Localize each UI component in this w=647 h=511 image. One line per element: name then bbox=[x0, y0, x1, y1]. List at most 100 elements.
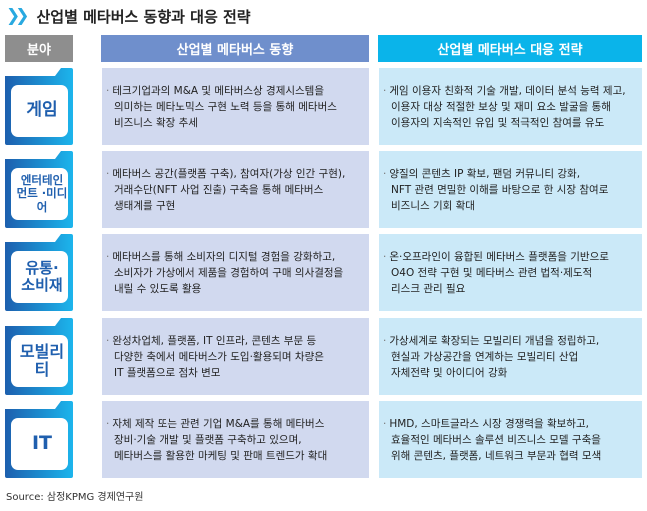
bullet-icon: · bbox=[383, 84, 387, 97]
line-text: 장비·기술 개발 및 플랫폼 구축하고 있으며, bbox=[114, 433, 302, 446]
cell-line: 의미하는 메타노믹스 구현 노력 등을 통해 메타버스 bbox=[114, 99, 369, 115]
line-text: 효율적인 메타버스 솔루션 비즈니스 모델 구축을 bbox=[391, 433, 601, 446]
field-label: 엔터테인먼트 ·미디어 bbox=[16, 173, 68, 214]
cell-line: NFT 관련 면밀한 이해를 바탕으로 한 시장 참여로 bbox=[391, 182, 642, 198]
bullet-icon: · bbox=[383, 417, 387, 430]
bullet-icon: · bbox=[383, 334, 387, 347]
cell-line: 리스크 관리 필요 bbox=[391, 281, 642, 297]
cell-line: · 메타버스를 통해 소비자의 디지털 경험을 강화하고, bbox=[106, 249, 369, 265]
table-row: 유통· 소비재 · 메타버스를 통해 소비자의 디지털 경험을 강화하고, 소비자가… bbox=[0, 234, 647, 311]
line-text: 리스크 관리 필요 bbox=[391, 282, 466, 295]
folder-icon: 엔터테인먼트 ·미디어 bbox=[5, 151, 73, 228]
cell-line: 생태계를 구현 bbox=[114, 198, 369, 214]
line-text: 메타버스 공간(플랫폼 구축), 참여자(가상 인간 구현), bbox=[112, 167, 346, 180]
line-text: 현실과 가상공간을 연계하는 모빌리티 산업 bbox=[391, 350, 579, 363]
folder-icon: 게임 bbox=[5, 68, 73, 145]
strategy-cell: · HMD, 스마트글라스 시장 경쟁력을 확보하고, 효율적인 메타버스 솔루션 … bbox=[379, 401, 642, 478]
cell-line: 현실과 가상공간을 연계하는 모빌리티 산업 bbox=[391, 349, 642, 365]
trend-cell: · 테크기업과의 M&A 및 메타버스상 경제시스템을 의미하는 메타노믹스 구현 … bbox=[102, 68, 369, 145]
bullet-icon: · bbox=[106, 84, 110, 97]
strategy-cell: · 가상세계로 확장되는 모빌리티 개념을 정립하고, 현실과 가상공간을 연계하는… bbox=[379, 318, 642, 395]
line-text: 다양한 축에서 메타버스가 도입·활용되며 차량은 bbox=[114, 350, 324, 363]
cell-line: 이용자의 지속적인 유입 및 적극적인 참여를 유도 bbox=[391, 115, 642, 131]
cell-line: 위해 콘텐츠, 플랫폼, 네트워크 부문과 협력 모색 bbox=[391, 448, 642, 464]
cell-line: 내릴 수 있도록 활용 bbox=[114, 281, 369, 297]
field-label: IT bbox=[31, 432, 53, 455]
cell-line: · 양질의 콘텐츠 IP 확보, 팬덤 커뮤니티 강화, bbox=[383, 166, 642, 182]
table-row: 엔터테인먼트 ·미디어 · 메타버스 공간(플랫폼 구축), 참여자(가상 인간 … bbox=[0, 151, 647, 228]
folder-icon: 모빌리티 bbox=[5, 318, 73, 395]
line-text: 자체전략 및 아이디어 강화 bbox=[391, 366, 508, 379]
table-row: 게임 · 테크기업과의 M&A 및 메타버스상 경제시스템을 의미하는 메타노믹스 … bbox=[0, 68, 647, 145]
line-text: 소비자가 가상에서 제품을 경험하여 구매 의사결정을 bbox=[114, 266, 344, 279]
bullet-icon: · bbox=[383, 167, 387, 180]
cell-line: · 완성차업체, 플랫폼, IT 인프라, 콘텐츠 부문 등 bbox=[106, 333, 369, 349]
cell-line: 자체전략 및 아이디어 강화 bbox=[391, 365, 642, 381]
line-text: 생태계를 구현 bbox=[114, 199, 176, 212]
source-note: Source: 삼정KPMG 경제연구원 bbox=[6, 492, 144, 503]
cell-line: 비즈니스 확장 추세 bbox=[114, 115, 369, 131]
line-text: 가상세계로 확장되는 모빌리티 개념을 정립하고, bbox=[389, 334, 600, 347]
line-text: 비즈니스 확장 추세 bbox=[114, 116, 198, 129]
cell-line: · 자체 제작 또는 관련 기업 M&A를 통해 메타버스 bbox=[106, 416, 369, 432]
bullet-icon: · bbox=[106, 334, 110, 347]
line-text: IT 플랫폼으로 점차 변모 bbox=[114, 366, 221, 379]
cell-line: · 온·오프라인이 융합된 메타버스 플랫폼을 기반으로 bbox=[383, 249, 642, 265]
line-text: 테크기업과의 M&A 및 메타버스상 경제시스템을 bbox=[112, 84, 325, 97]
cell-line: · 테크기업과의 M&A 및 메타버스상 경제시스템을 bbox=[106, 83, 369, 99]
page-title: 산업별 메타버스 동향과 대응 전략 bbox=[36, 7, 251, 26]
trend-cell: · 메타버스 공간(플랫폼 구축), 참여자(가상 인간 구현), 거래수단(NFT… bbox=[102, 151, 369, 228]
cell-line: · 게임 이용자 친화적 기술 개발, 데이터 분석 능력 제고, bbox=[383, 83, 642, 99]
header-trend: 산업별 메타버스 동향 bbox=[101, 35, 369, 62]
cell-line: 다양한 축에서 메타버스가 도입·활용되며 차량은 bbox=[114, 349, 369, 365]
cell-line: 메타버스를 활용한 마케팅 및 판매 트렌드가 확대 bbox=[114, 448, 369, 464]
page-title-bar: ❯❯ 산업별 메타버스 동향과 대응 전략 bbox=[6, 4, 251, 28]
cell-line: 이용자 대상 적절한 보상 및 재미 요소 발굴을 통해 bbox=[391, 99, 642, 115]
double-chevron-icon: ❯❯ bbox=[6, 6, 29, 26]
bullet-icon: · bbox=[106, 167, 110, 180]
cell-line: · 가상세계로 확장되는 모빌리티 개념을 정립하고, bbox=[383, 333, 642, 349]
cell-line: 거래수단(NFT 사업 진출) 구축을 통해 메타버스 bbox=[114, 182, 369, 198]
header-strategy: 산업별 메타버스 대응 전략 bbox=[378, 35, 642, 62]
bullet-icon: · bbox=[106, 417, 110, 430]
line-text: 양질의 콘텐츠 IP 확보, 팬덤 커뮤니티 강화, bbox=[389, 167, 581, 180]
line-text: 의미하는 메타노믹스 구현 노력 등을 통해 메타버스 bbox=[114, 100, 337, 113]
line-text: 거래수단(NFT 사업 진출) 구축을 통해 메타버스 bbox=[114, 183, 324, 196]
field-label: 게임 bbox=[26, 100, 58, 121]
line-text: O4O 전략 구현 및 메타버스 관련 법적·제도적 bbox=[391, 266, 593, 279]
cell-line: IT 플랫폼으로 점차 변모 bbox=[114, 365, 369, 381]
table-row: 모빌리티 · 완성차업체, 플랫폼, IT 인프라, 콘텐츠 부문 등 다양한 축에… bbox=[0, 318, 647, 395]
field-label: 유통· 소비재 bbox=[21, 258, 63, 294]
line-text: 게임 이용자 친화적 기술 개발, 데이터 분석 능력 제고, bbox=[389, 84, 626, 97]
trend-cell: · 자체 제작 또는 관련 기업 M&A를 통해 메타버스 장비·기술 개발 및 플… bbox=[102, 401, 369, 478]
line-text: 메타버스를 통해 소비자의 디지털 경험을 강화하고, bbox=[112, 250, 336, 263]
cell-line: 비즈니스 기회 확대 bbox=[391, 198, 642, 214]
cell-line: 소비자가 가상에서 제품을 경험하여 구매 의사결정을 bbox=[114, 265, 369, 281]
line-text: 이용자의 지속적인 유입 및 적극적인 참여를 유도 bbox=[391, 116, 605, 129]
field-label: 모빌리티 bbox=[19, 341, 65, 379]
strategy-cell: · 양질의 콘텐츠 IP 확보, 팬덤 커뮤니티 강화, NFT 관련 면밀한 이해… bbox=[379, 151, 642, 228]
strategy-cell: · 온·오프라인이 융합된 메타버스 플랫폼을 기반으로 O4O 전략 구현 및 메… bbox=[379, 234, 642, 311]
line-text: 완성차업체, 플랫폼, IT 인프라, 콘텐츠 부문 등 bbox=[112, 334, 317, 347]
trend-cell: · 메타버스를 통해 소비자의 디지털 경험을 강화하고, 소비자가 가상에서 제품… bbox=[102, 234, 369, 311]
cell-line: 장비·기술 개발 및 플랫폼 구축하고 있으며, bbox=[114, 432, 369, 448]
cell-line: · 메타버스 공간(플랫폼 구축), 참여자(가상 인간 구현), bbox=[106, 166, 369, 182]
line-text: NFT 관련 면밀한 이해를 바탕으로 한 시장 참여로 bbox=[391, 183, 609, 196]
folder-icon: 유통· 소비재 bbox=[5, 234, 73, 311]
line-text: 자체 제작 또는 관련 기업 M&A를 통해 메타버스 bbox=[112, 417, 325, 430]
line-text: 위해 콘텐츠, 플랫폼, 네트워크 부문과 협력 모색 bbox=[391, 449, 602, 462]
line-text: HMD, 스마트글라스 시장 경쟁력을 확보하고, bbox=[389, 417, 589, 430]
folder-icon: IT bbox=[5, 401, 73, 478]
bullet-icon: · bbox=[106, 250, 110, 263]
line-text: 메타버스를 활용한 마케팅 및 판매 트렌드가 확대 bbox=[114, 449, 328, 462]
header-field: 분야 bbox=[5, 35, 73, 62]
table-row: IT · 자체 제작 또는 관련 기업 M&A를 통해 메타버스 장비·기술 개발 … bbox=[0, 401, 647, 478]
line-text: 비즈니스 기회 확대 bbox=[391, 199, 475, 212]
cell-line: O4O 전략 구현 및 메타버스 관련 법적·제도적 bbox=[391, 265, 642, 281]
strategy-cell: · 게임 이용자 친화적 기술 개발, 데이터 분석 능력 제고, 이용자 대상 적… bbox=[379, 68, 642, 145]
cell-line: 효율적인 메타버스 솔루션 비즈니스 모델 구축을 bbox=[391, 432, 642, 448]
line-text: 이용자 대상 적절한 보상 및 재미 요소 발굴을 통해 bbox=[391, 100, 611, 113]
line-text: 온·오프라인이 융합된 메타버스 플랫폼을 기반으로 bbox=[389, 250, 609, 263]
line-text: 내릴 수 있도록 활용 bbox=[114, 282, 202, 295]
trend-cell: · 완성차업체, 플랫폼, IT 인프라, 콘텐츠 부문 등 다양한 축에서 메타버… bbox=[102, 318, 369, 395]
